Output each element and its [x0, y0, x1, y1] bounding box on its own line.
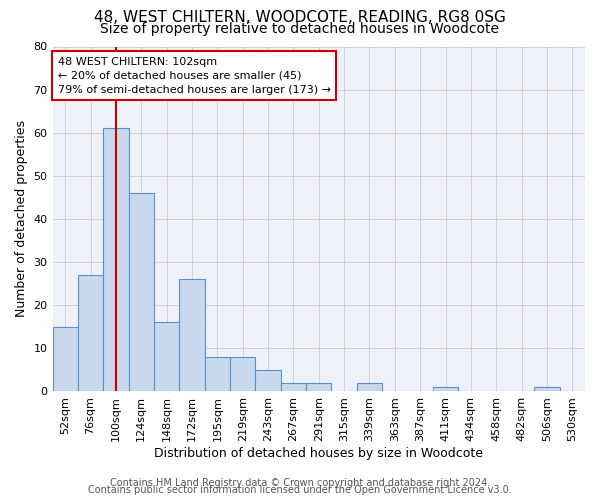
Bar — [205, 357, 230, 392]
Bar — [103, 128, 128, 392]
Bar — [78, 275, 103, 392]
Bar — [357, 383, 382, 392]
Bar — [128, 193, 154, 392]
Bar — [53, 327, 78, 392]
Bar — [534, 387, 560, 392]
Bar — [306, 383, 331, 392]
Text: Contains public sector information licensed under the Open Government Licence v3: Contains public sector information licen… — [88, 485, 512, 495]
Bar — [179, 280, 205, 392]
Bar — [154, 322, 179, 392]
Text: 48 WEST CHILTERN: 102sqm
← 20% of detached houses are smaller (45)
79% of semi-d: 48 WEST CHILTERN: 102sqm ← 20% of detach… — [58, 57, 331, 95]
Text: 48, WEST CHILTERN, WOODCOTE, READING, RG8 0SG: 48, WEST CHILTERN, WOODCOTE, READING, RG… — [94, 10, 506, 25]
Y-axis label: Number of detached properties: Number of detached properties — [15, 120, 28, 318]
Bar — [256, 370, 281, 392]
Text: Size of property relative to detached houses in Woodcote: Size of property relative to detached ho… — [101, 22, 499, 36]
Text: Contains HM Land Registry data © Crown copyright and database right 2024.: Contains HM Land Registry data © Crown c… — [110, 478, 490, 488]
Bar — [433, 387, 458, 392]
X-axis label: Distribution of detached houses by size in Woodcote: Distribution of detached houses by size … — [154, 447, 483, 460]
Bar — [230, 357, 256, 392]
Bar — [281, 383, 306, 392]
